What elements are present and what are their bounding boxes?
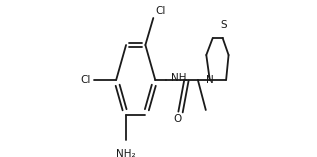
Text: Cl: Cl	[156, 6, 166, 16]
Text: NH₂: NH₂	[116, 149, 136, 157]
Text: N: N	[206, 75, 214, 85]
Text: Cl: Cl	[81, 75, 91, 85]
Text: S: S	[221, 20, 227, 30]
Text: NH: NH	[171, 73, 186, 83]
Text: O: O	[173, 114, 182, 124]
